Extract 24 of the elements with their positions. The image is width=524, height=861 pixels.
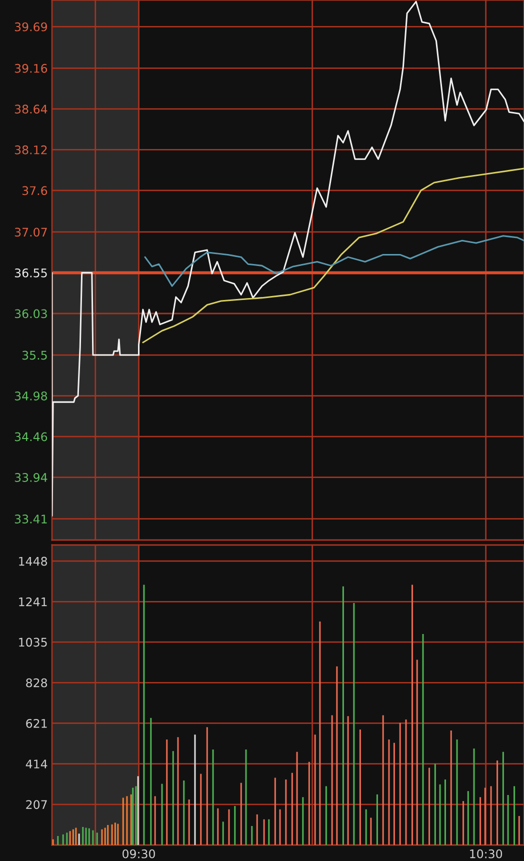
y-tick-label: 34.46 xyxy=(14,432,48,442)
y-tick-label: 39.69 xyxy=(14,22,48,32)
line-series xyxy=(142,168,524,344)
y-tick-label: 39.16 xyxy=(14,64,48,73)
x-tick-label: 10:30 xyxy=(470,849,502,858)
y-tick-label: 1448 xyxy=(19,556,48,566)
y-tick-label: 1241 xyxy=(19,597,47,606)
y-tick-label: 38.64 xyxy=(14,104,48,114)
y-tick-label: 36.03 xyxy=(14,309,47,318)
y-tick-label: 1035 xyxy=(19,638,47,647)
y-tick-label: 621 xyxy=(26,718,47,728)
y-tick-label: 37.6 xyxy=(22,186,48,196)
y-tick-label: 36.55 xyxy=(14,268,47,278)
y-tick-label: 33.94 xyxy=(14,473,48,482)
y-tick-label: 35.5 xyxy=(22,350,47,360)
y-tick-label: 34.98 xyxy=(14,392,48,400)
y-tick-label: 414 xyxy=(26,760,48,768)
x-tick-label: 09:30 xyxy=(122,849,155,858)
y-tick-label: 38.12 xyxy=(14,145,47,154)
y-tick-label: 207 xyxy=(26,800,47,810)
y-tick-label: 828 xyxy=(26,678,48,688)
line-series xyxy=(144,235,524,287)
y-tick-label: 33.41 xyxy=(14,514,47,524)
y-tick-label: 37.07 xyxy=(14,228,47,237)
